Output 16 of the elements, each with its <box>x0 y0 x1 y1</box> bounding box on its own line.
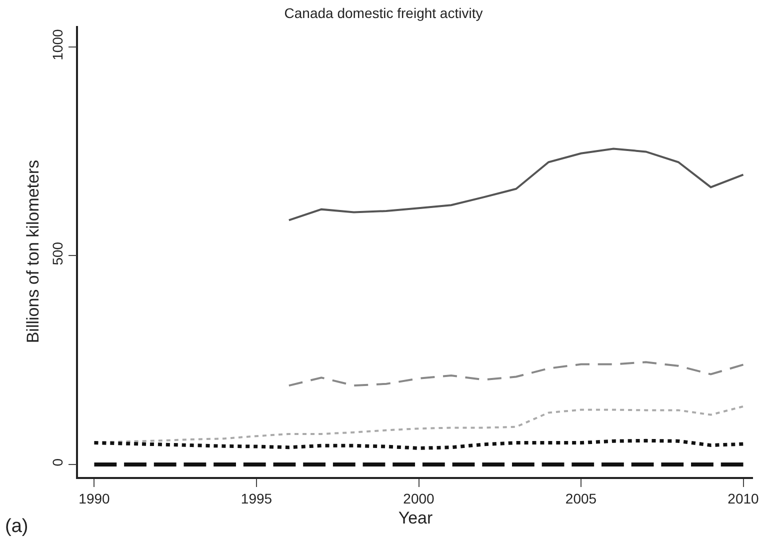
y-axis-title: Billions of ton kilometers <box>24 160 43 344</box>
line-series <box>288 148 744 222</box>
x-tick-label: 2005 <box>565 490 597 507</box>
chart-title: Canada domestic freight activity <box>284 4 483 21</box>
x-tick-label: 1990 <box>78 490 110 507</box>
line-series <box>288 361 744 387</box>
line-series <box>93 405 744 444</box>
x-tick-label: 2010 <box>728 490 760 507</box>
y-tick-label: 0 <box>50 458 66 466</box>
x-tick-label: 1995 <box>240 490 272 507</box>
x-axis-title: Year <box>398 508 434 528</box>
line-series <box>92 438 746 450</box>
y-tick-label: 1000 <box>50 29 66 60</box>
y-tick-label: 500 <box>50 242 66 266</box>
x-tick-label: 2000 <box>403 490 435 507</box>
text: (a) <box>5 516 28 537</box>
